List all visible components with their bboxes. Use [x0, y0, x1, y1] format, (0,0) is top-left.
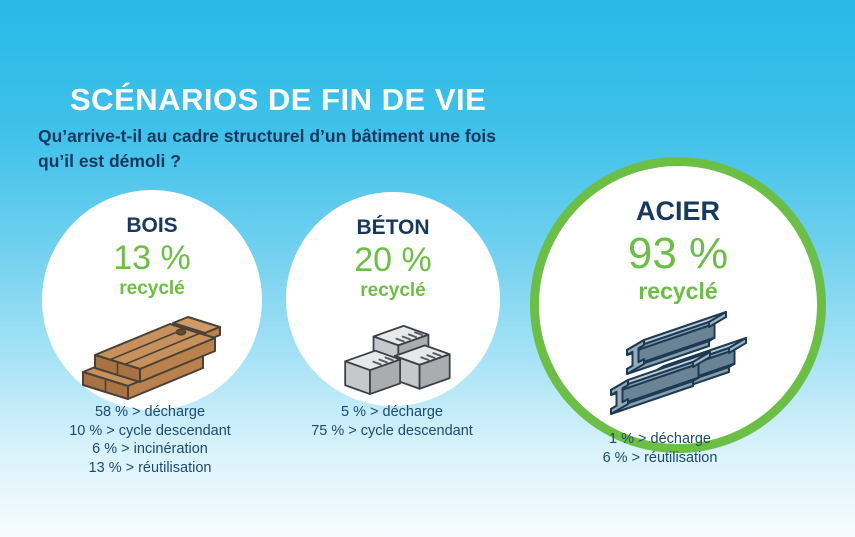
- recycled-percent-acier: 93 %: [627, 229, 729, 278]
- page-title: SCÉNARIOS DE FIN DE VIE: [70, 82, 487, 117]
- recycled-label-acier: recyclé: [638, 278, 718, 305]
- breakdown-item: 5 % > décharge: [341, 404, 443, 420]
- breakdown-item: 6 % > réutilisation: [602, 449, 718, 466]
- page-subtitle: Qu’arrive-t-il au cadre structurel d’un …: [38, 126, 496, 171]
- wood-planks-icon: [82, 315, 221, 400]
- recycled-percent-bois: 13 %: [113, 239, 191, 277]
- breakdown-item: 10 % > cycle descendant: [69, 422, 231, 439]
- breakdown-list-bois: 58 % > décharge 10 % > cycle descendant …: [25, 403, 275, 477]
- breakdown-list-acier: 1 % > décharge 6 % > réutilisation: [535, 430, 785, 467]
- breakdown-item: 1 % > décharge: [609, 431, 711, 447]
- concrete-blocks-icon: [344, 324, 451, 395]
- recycled-label-beton: recyclé: [360, 279, 426, 301]
- material-card-acier: ACIER 93 % recyclé: [530, 157, 826, 453]
- steel-beams-icon: [610, 311, 747, 416]
- breakdown-list-beton: 5 % > décharge 75 % > cycle descendant: [267, 403, 517, 440]
- material-name-bois: BOIS: [126, 214, 178, 237]
- material-card-beton: BÉTON 20 % recyclé: [286, 192, 500, 406]
- material-card-bois: BOIS 13 % recyclé: [42, 190, 262, 410]
- breakdown-item: 6 % > incinération: [92, 441, 208, 458]
- breakdown-item: 58 % > décharge: [94, 404, 206, 420]
- recycled-label-bois: recyclé: [119, 277, 185, 299]
- recycled-percent-beton: 20 %: [354, 241, 432, 279]
- breakdown-item: 13 % > réutilisation: [88, 459, 212, 476]
- material-name-beton: BÉTON: [356, 216, 430, 239]
- material-name-acier: ACIER: [635, 196, 720, 226]
- breakdown-item: 75 % > cycle descendant: [311, 422, 473, 439]
